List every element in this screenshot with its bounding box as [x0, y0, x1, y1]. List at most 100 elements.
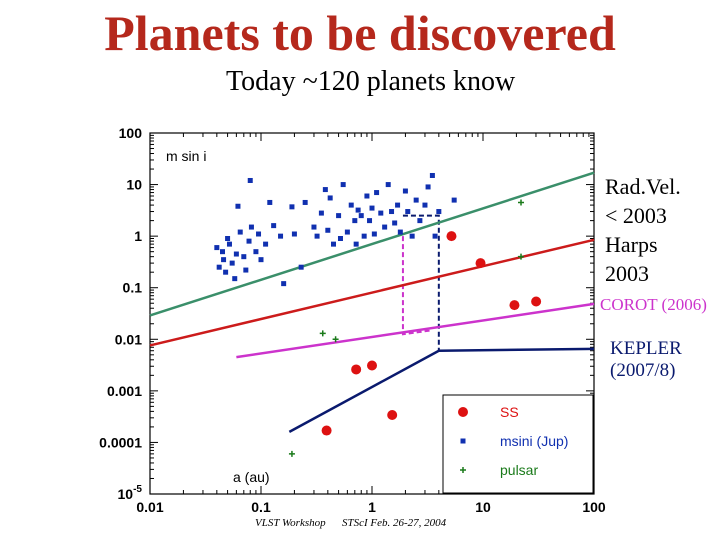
ss-planet-point: [475, 258, 486, 269]
msini-planet-point: [432, 233, 438, 239]
msini-planet-point: [221, 257, 227, 263]
msini-planet-point: [367, 218, 373, 224]
msini-planet-point: [278, 233, 284, 239]
x-axis-label: a (au): [233, 469, 270, 485]
footer-right: STScI Feb. 26-27, 2004: [342, 517, 447, 529]
ss-planet-point: [321, 425, 332, 436]
y-tick-label: 100: [119, 125, 143, 141]
y-tick-label: 0.1: [123, 280, 143, 296]
x-tick-label: 100: [582, 499, 606, 515]
msini-planet-point: [214, 245, 220, 251]
msini-planet-point: [225, 236, 231, 242]
msini-planet-point: [392, 220, 398, 226]
msini-planet-point: [232, 276, 238, 282]
msini-planet-point: [364, 193, 370, 199]
msini-planet-point: [451, 197, 457, 203]
y-tick-label: 0.01: [115, 331, 142, 347]
ss-planet-point: [446, 231, 457, 242]
msini-planet-point: [371, 231, 377, 237]
msini-planet-point: [226, 241, 232, 247]
msini-planet-point: [311, 224, 317, 230]
corot-annotation: COROT (2006): [600, 295, 707, 314]
msini-planet-point: [253, 249, 259, 255]
y-tick-label: 0.001: [107, 383, 142, 399]
harps-label-1: Harps: [605, 232, 658, 257]
msini-planet-point: [314, 233, 320, 239]
msini-planet-point: [344, 229, 350, 235]
msini-planet-point: [229, 260, 235, 266]
msini-planet-point: [374, 190, 380, 196]
pulsar-planet-point: [319, 330, 326, 337]
page-title: Planets to be discovered: [104, 5, 616, 61]
legend-marker-ss: [458, 407, 468, 417]
msini-planet-point: [405, 209, 411, 215]
pulsar-planet-point: [518, 253, 525, 260]
msini-planet-point: [361, 233, 367, 239]
detection-line: [149, 171, 595, 317]
kepler-label-2: (2007/8): [610, 360, 676, 381]
msini-planet-point: [327, 195, 333, 201]
msini-planet-point: [369, 205, 375, 211]
radvel-label-1: Rad.Vel.: [605, 174, 681, 199]
ss-planet-point: [367, 360, 377, 371]
msini-planet-point: [289, 204, 295, 210]
legend-marker-pulsar: [460, 467, 466, 473]
msini-planet-point: [243, 267, 249, 273]
legend-label: msini (Jup): [500, 433, 568, 449]
msini-planet-point: [241, 254, 247, 260]
msini-planet-point: [397, 229, 403, 235]
msini-planet-point: [425, 184, 431, 190]
msini-planet-point: [322, 187, 328, 193]
msini-planet-point: [331, 241, 337, 247]
msini-planet-point: [337, 236, 343, 242]
legend-marker-msini: [460, 438, 466, 444]
msini-planet-point: [389, 209, 395, 215]
msini-planet-point: [247, 177, 253, 183]
page-subtitle: Today ~120 planets know: [226, 66, 516, 97]
legend-label: SS: [500, 404, 519, 420]
y-tick-label: 10: [126, 177, 142, 193]
msini-planet-point: [340, 182, 346, 188]
msini-planet-point: [402, 188, 408, 194]
x-tick-label: 0.1: [251, 499, 271, 515]
msini-planet-point: [318, 210, 324, 216]
y-tick-label: 1: [134, 228, 142, 244]
x-tick-label: 10: [475, 499, 491, 515]
harps-annotation: Harps 2003: [605, 230, 658, 288]
msini-planet-point: [336, 213, 342, 219]
footer-left: VLST Workshop: [255, 517, 326, 529]
ss-planet-point: [531, 296, 542, 307]
msini-planet-point: [353, 241, 359, 247]
msini-planet-point: [395, 202, 401, 208]
legend-label: pulsar: [500, 462, 538, 478]
msini-planet-point: [417, 218, 423, 224]
radvel-annotation: Rad.Vel. < 2003: [605, 172, 681, 230]
msini-planet-point: [267, 199, 273, 205]
y-tick-label-min: 10-5: [118, 484, 143, 502]
msini-planet-point: [235, 203, 241, 209]
msini-planet-point: [385, 182, 391, 188]
msini-planet-point: [358, 213, 364, 219]
pulsar-planet-point: [332, 336, 339, 343]
detection-connector: [402, 214, 440, 351]
msini-planet-point: [298, 264, 304, 270]
msini-planet-point: [382, 224, 388, 230]
msini-planet-point: [271, 223, 277, 229]
harps-label-2: 2003: [605, 261, 649, 286]
msini-planet-point: [422, 202, 428, 208]
msini-planet-point: [258, 257, 264, 263]
msini-planet-point: [378, 210, 384, 216]
detection-connector: [401, 236, 433, 336]
detection-lines: [401, 214, 440, 351]
msini-planet-point: [220, 249, 226, 255]
kepler-label-1: KEPLER: [610, 338, 682, 359]
msini-planet-point: [413, 197, 419, 203]
msini-planet-point: [302, 199, 308, 205]
legend-box: [442, 394, 594, 494]
msini-planet-point: [325, 227, 331, 233]
x-tick-label: 0.01: [136, 499, 163, 515]
msini-planet-point: [248, 224, 254, 230]
x-tick-label: 1: [368, 499, 376, 515]
msini-planet-point: [263, 241, 269, 247]
